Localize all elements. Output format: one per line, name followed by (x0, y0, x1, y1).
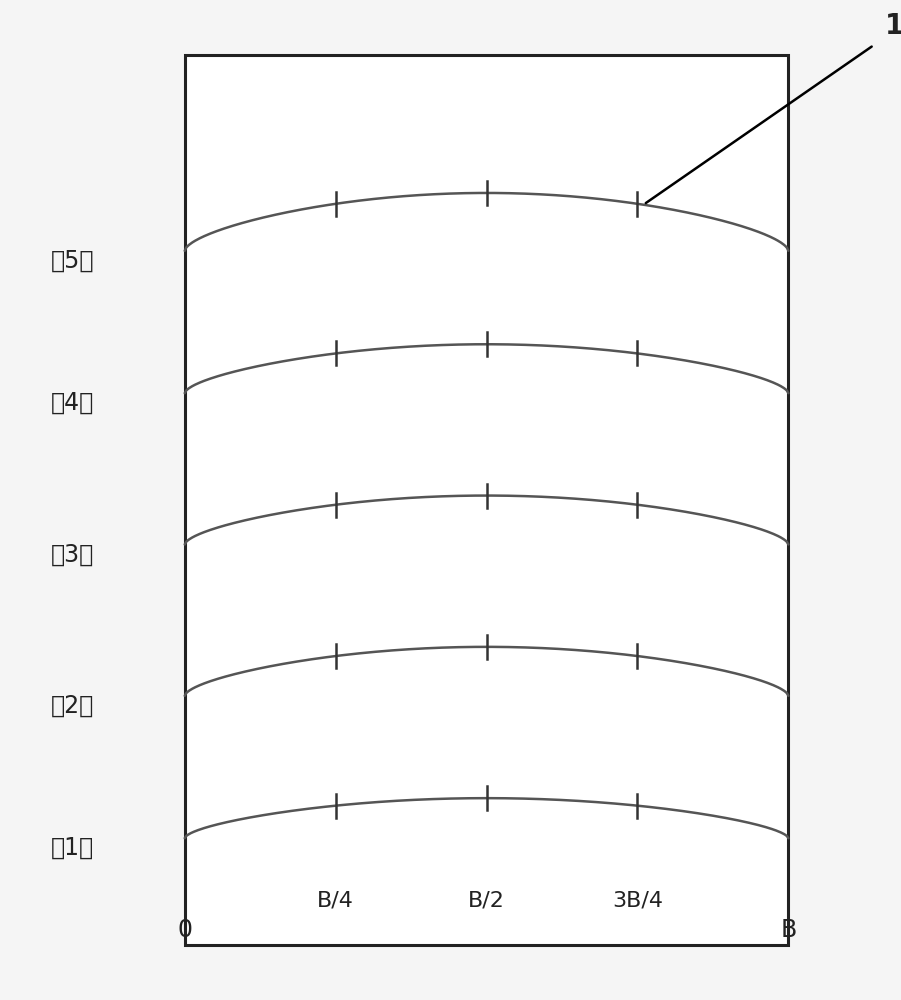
Text: 0: 0 (177, 918, 192, 942)
Text: B: B (780, 918, 796, 942)
Text: 3B/4: 3B/4 (612, 890, 663, 910)
Text: 第1条: 第1条 (50, 836, 94, 860)
Text: 13: 13 (885, 12, 901, 40)
Text: 第2条: 第2条 (50, 694, 94, 718)
Text: B/2: B/2 (469, 890, 505, 910)
Text: 第3条: 第3条 (50, 542, 94, 566)
Bar (185, 55, 788, 945)
Text: 第5条: 第5条 (50, 249, 94, 273)
Text: 第4条: 第4条 (50, 391, 94, 415)
Text: B/4: B/4 (317, 890, 354, 910)
